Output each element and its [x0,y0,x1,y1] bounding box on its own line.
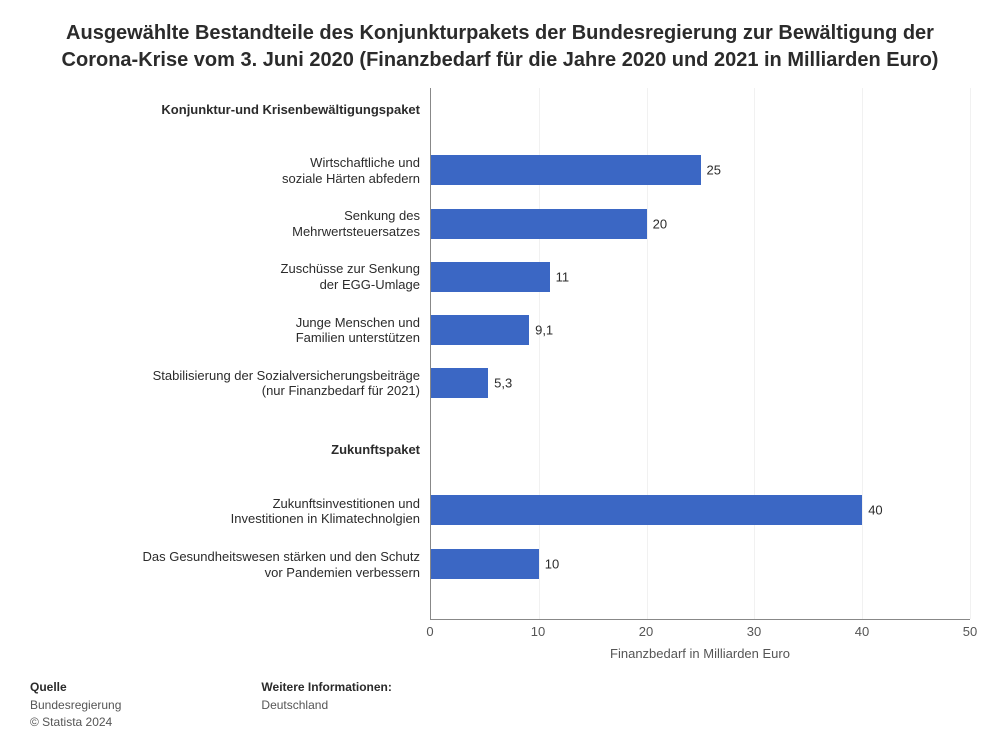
footer-source-heading: Quelle [30,680,121,694]
label-text: Zukunftspaket [331,442,430,458]
label-text: Zukunftsinvestitionen undInvestitionen i… [231,496,430,527]
x-tick: 30 [747,624,761,639]
bar-value-label: 9,1 [535,322,553,337]
y-axis-label: Stabilisierung der Sozialversicherungsbe… [30,359,430,407]
footer-source-text: Bundesregierung© Statista 2024 [30,697,121,731]
label-text: Stabilisierung der Sozialversicherungsbe… [153,368,430,399]
y-axis-label: Zuschüsse zur Senkungder EGG-Umlage [30,253,430,301]
x-tick: 50 [963,624,977,639]
bar-value-label: 5,3 [494,375,512,390]
bar [431,315,529,345]
bar-value-label: 11 [556,269,570,284]
bar-value-label: 10 [545,556,559,571]
plot: Konjunktur-und Krisenbewältigungspaket Wi… [30,88,970,620]
bar [431,549,539,579]
label-text: Senkung desMehrwertsteuersatzes [292,208,430,239]
chart-title: Ausgewählte Bestandteile des Konjunkturp… [30,20,970,88]
bar [431,495,862,525]
bar-value-label: 25 [707,163,721,178]
y-axis-label: Wirtschaftliche undsoziale Härten abfede… [30,147,430,195]
bar [431,368,488,398]
bar-value-label: 40 [868,503,882,518]
footer-source: Quelle Bundesregierung© Statista 2024 [30,680,121,731]
bar [431,209,647,239]
chart-area: Konjunktur-und Krisenbewältigungspaket Wi… [30,88,970,670]
chart-container: Ausgewählte Bestandteile des Konjunkturp… [0,0,1000,743]
section-heading: Zukunftspaket [30,426,430,474]
x-tick: 0 [426,624,433,639]
x-tick: 40 [855,624,869,639]
x-axis: Finanzbedarf in Milliarden Euro 01020304… [430,620,970,670]
section-heading: Konjunktur-und Krisenbewältigungspaket [30,85,430,133]
y-axis-label: Junge Menschen undFamilien unterstützen [30,306,430,354]
footer-info: Weitere Informationen: Deutschland [261,680,391,731]
y-axis-label: Senkung desMehrwertsteuersatzes [30,200,430,248]
x-tick: 20 [639,624,653,639]
label-text: Zuschüsse zur Senkungder EGG-Umlage [281,261,430,292]
bar-value-label: 20 [653,216,667,231]
bars-column: 25 20 11 9,1 5,3 40 10 [430,88,970,620]
bar [431,262,550,292]
footer: Quelle Bundesregierung© Statista 2024 We… [30,670,970,731]
label-text: Konjunktur-und Krisenbewältigungspaket [161,102,430,118]
x-axis-label: Finanzbedarf in Milliarden Euro [430,646,970,661]
label-text: Das Gesundheitswesen stärken und den Sch… [142,549,430,580]
x-tick: 10 [531,624,545,639]
label-text: Wirtschaftliche undsoziale Härten abfede… [282,155,430,186]
label-text: Junge Menschen undFamilien unterstützen [296,315,430,346]
footer-info-heading: Weitere Informationen: [261,680,391,694]
y-labels-column: Konjunktur-und Krisenbewältigungspaket Wi… [30,88,430,620]
y-axis-label: Das Gesundheitswesen stärken und den Sch… [30,541,430,589]
bar [431,155,701,185]
footer-info-text: Deutschland [261,697,391,714]
y-axis-label: Zukunftsinvestitionen undInvestitionen i… [30,487,430,535]
